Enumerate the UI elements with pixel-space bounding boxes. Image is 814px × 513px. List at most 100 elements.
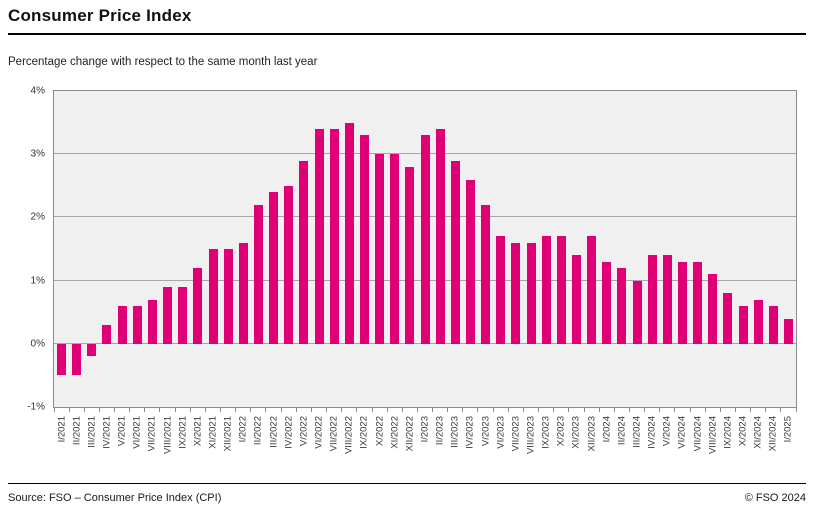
bar <box>223 249 233 344</box>
bar <box>238 242 248 344</box>
axis-tick <box>538 407 540 412</box>
x-axis-label: X/2022 <box>374 416 386 447</box>
x-axis-label: VII/2022 <box>328 416 340 452</box>
x-axis-label: IV/2024 <box>646 416 658 449</box>
x-axis-label: IX/2022 <box>358 416 370 449</box>
axis-tick <box>734 407 736 412</box>
axis-tick <box>416 407 418 412</box>
copyright-note: © FSO 2024 <box>744 492 806 504</box>
bar <box>57 343 67 376</box>
x-axis-label: I/2021 <box>56 416 68 443</box>
bar <box>481 204 491 344</box>
bar <box>375 154 385 344</box>
x-axis-label: XII/2023 <box>586 416 598 452</box>
axis-tick <box>522 407 524 412</box>
axis-tick <box>719 407 721 412</box>
x-axis-label: VIII/2022 <box>343 416 355 455</box>
axis-tick <box>295 407 297 412</box>
axis-tick <box>462 407 464 412</box>
axis-tick <box>189 407 191 412</box>
axis-tick <box>98 407 100 412</box>
x-axis-label: XII/2024 <box>767 416 779 452</box>
bar <box>662 255 672 344</box>
axis-tick <box>53 407 55 412</box>
x-axis-label: IX/2023 <box>540 416 552 449</box>
bar <box>102 324 112 344</box>
bar <box>632 280 642 344</box>
y-axis-label: -1% <box>27 401 45 413</box>
axis-tick <box>507 407 509 412</box>
axis-tick <box>204 407 206 412</box>
x-axis-label: VII/2021 <box>146 416 158 452</box>
axis-tick <box>250 407 252 412</box>
x-axis-label: XII/2022 <box>404 416 416 452</box>
axis-tick <box>583 407 585 412</box>
bar <box>450 160 460 344</box>
y-axis-label: 4% <box>30 85 45 97</box>
axis-tick <box>68 407 70 412</box>
y-axis-label: 1% <box>30 275 45 287</box>
bar <box>284 185 294 344</box>
x-axis-label: V/2023 <box>480 416 492 447</box>
x-axis-label: VIII/2024 <box>707 416 719 455</box>
bar <box>526 242 536 344</box>
bar <box>602 261 612 344</box>
bar <box>390 154 400 344</box>
x-axis-label: V/2021 <box>116 416 128 447</box>
x-axis-label: VIII/2021 <box>162 416 174 455</box>
bar <box>420 135 430 344</box>
axis-tick <box>704 407 706 412</box>
x-axis-label: X/2024 <box>737 416 749 447</box>
x-axis-label: XI/2022 <box>389 416 401 449</box>
bar <box>299 160 309 344</box>
axis-tick <box>765 407 767 412</box>
axis-tick <box>129 407 131 412</box>
axis-tick <box>386 407 388 412</box>
axis-tick <box>689 407 691 412</box>
footer-divider <box>8 483 806 484</box>
bar <box>193 267 203 344</box>
axis-tick <box>310 407 312 412</box>
x-axis-label: V/2024 <box>661 416 673 447</box>
x-axis-label: VI/2023 <box>495 416 507 449</box>
x-axis-label: X/2021 <box>192 416 204 447</box>
axis-tick <box>114 407 116 412</box>
bar <box>738 305 748 344</box>
x-axis-label: I/2024 <box>601 416 613 443</box>
bar <box>344 122 354 344</box>
bar <box>163 286 173 344</box>
axis-tick <box>174 407 176 412</box>
axis-tick <box>674 407 676 412</box>
source-note: Source: FSO – Consumer Price Index (CPI) <box>8 492 222 504</box>
axis-tick <box>280 407 282 412</box>
x-axis-label: I/2023 <box>419 416 431 443</box>
axis-tick <box>795 407 797 412</box>
x-axis-label: IV/2021 <box>101 416 113 449</box>
x-axis-label: VIII/2023 <box>525 416 537 455</box>
x-axis-label: II/2021 <box>71 416 83 446</box>
axis-tick <box>613 407 615 412</box>
axis-tick <box>341 407 343 412</box>
x-axis-label: V/2022 <box>298 416 310 447</box>
bar <box>556 236 566 344</box>
axis-tick <box>401 407 403 412</box>
x-axis-label: VI/2021 <box>131 416 143 449</box>
bar <box>723 293 733 344</box>
x-axis-label: XII/2021 <box>222 416 234 452</box>
axis-tick <box>220 407 222 412</box>
bar <box>269 192 279 344</box>
bar <box>314 128 324 344</box>
bar <box>768 305 778 344</box>
page-title: Consumer Price Index <box>8 6 192 25</box>
bar <box>253 204 263 344</box>
axis-tick <box>628 407 630 412</box>
x-axis-label: III/2022 <box>268 416 280 448</box>
y-axis-label: 2% <box>30 211 45 223</box>
bar <box>496 236 506 344</box>
axis-tick <box>659 407 661 412</box>
bar <box>753 299 763 344</box>
x-axis-label: IV/2022 <box>283 416 295 449</box>
x-axis-label: XI/2021 <box>207 416 219 449</box>
title-divider <box>8 33 806 35</box>
x-axis-label: II/2022 <box>252 416 264 446</box>
